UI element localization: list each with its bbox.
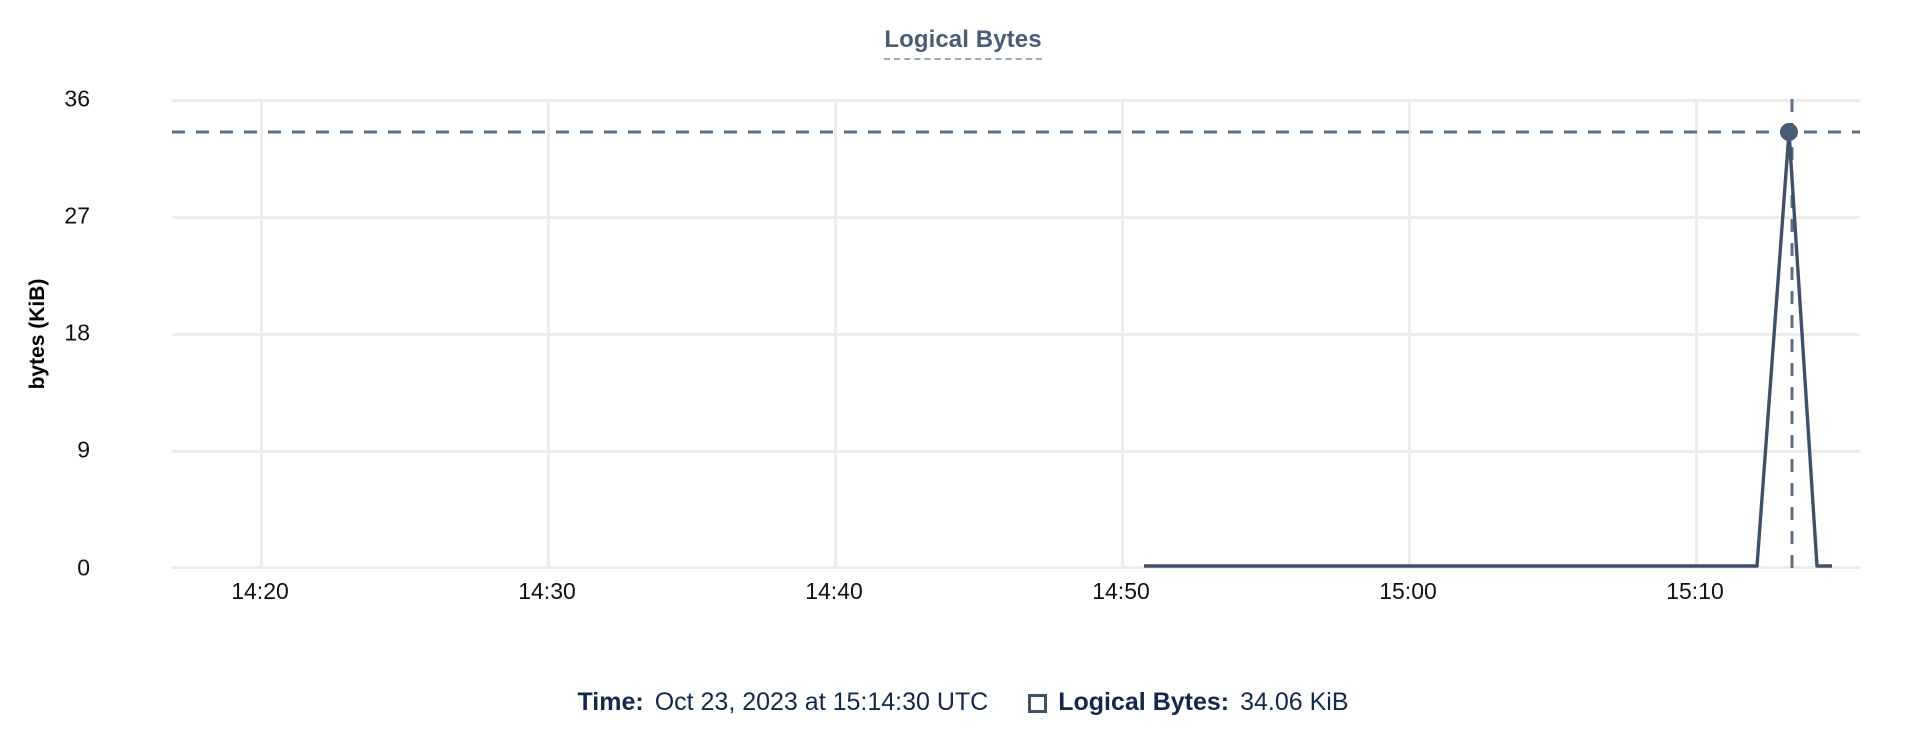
y-tick-label: 36	[64, 85, 90, 112]
gridline-vertical	[1408, 99, 1411, 568]
series-line-logical-bytes	[1144, 130, 1832, 568]
chart-footer: Time: Oct 23, 2023 at 15:14:30 UTC Logic…	[0, 688, 1926, 717]
gridline-horizontal	[172, 450, 1860, 453]
x-tick-label: 14:50	[1092, 578, 1150, 604]
gridline-vertical	[834, 99, 837, 568]
x-tick-label: 15:10	[1666, 578, 1724, 604]
gridline-horizontal	[172, 216, 1860, 219]
gridline-horizontal	[172, 99, 1860, 102]
chart-title-text: Logical Bytes	[884, 26, 1042, 60]
y-tick-label: 27	[64, 202, 90, 229]
x-tick-label: 14:30	[518, 578, 576, 604]
footer-time-label: Time:	[577, 688, 644, 716]
gridline-vertical	[1695, 99, 1698, 568]
legend-item-logical-bytes[interactable]: Logical Bytes: 34.06 KiB	[1028, 688, 1349, 717]
plot-area[interactable]	[172, 99, 1860, 569]
gridline-horizontal	[172, 566, 1860, 569]
gridline-horizontal	[172, 333, 1860, 336]
y-tick-label: 9	[77, 436, 90, 463]
x-axis-labels: 14:20 14:30 14:40 14:50 15:00 15:10	[172, 578, 1860, 618]
page-title: Logical Bytes	[0, 26, 1926, 60]
legend-swatch-icon	[1028, 694, 1048, 713]
gridline-vertical	[1121, 99, 1124, 568]
x-tick-label: 15:00	[1379, 578, 1437, 604]
footer-time-value: Oct 23, 2023 at 15:14:30 UTC	[654, 688, 989, 716]
footer-time-group: Time: Oct 23, 2023 at 15:14:30 UTC	[577, 688, 988, 717]
gridline-vertical	[547, 99, 550, 568]
x-tick-label: 14:40	[805, 578, 863, 604]
legend-series-label: Logical Bytes:	[1058, 688, 1230, 716]
legend-series-value: 34.06 KiB	[1240, 688, 1349, 716]
data-point-marker[interactable]	[1780, 123, 1798, 141]
gridline-vertical	[260, 99, 263, 568]
chart-canvas	[172, 99, 1860, 568]
y-axis-title: bytes (KiB)	[26, 278, 49, 390]
x-tick-label: 14:20	[231, 578, 289, 604]
y-tick-label: 0	[77, 554, 90, 581]
